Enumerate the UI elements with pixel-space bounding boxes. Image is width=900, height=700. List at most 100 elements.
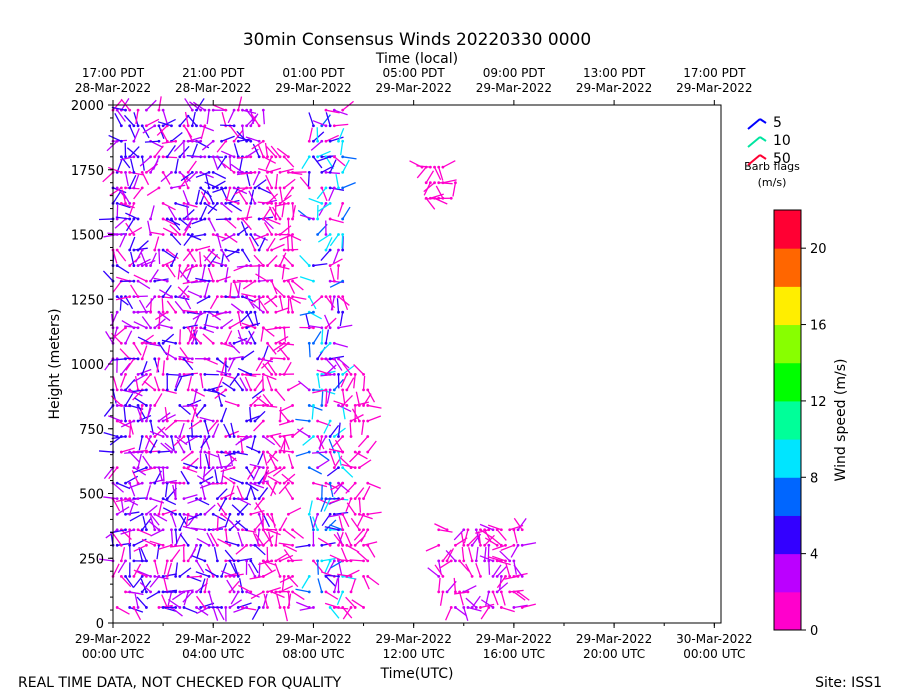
barb-dot <box>287 513 290 516</box>
barb-dot <box>233 140 236 143</box>
wind-barb <box>162 202 176 210</box>
wind-barb <box>249 559 258 572</box>
barb-dot <box>358 420 361 423</box>
barb-dot <box>116 202 119 205</box>
barb-dot <box>366 451 369 454</box>
barb-dot <box>187 420 190 423</box>
wind-barb <box>130 513 144 521</box>
barb-dot <box>337 233 340 236</box>
wind-barb <box>275 563 281 578</box>
barb-dot <box>229 186 232 189</box>
barb-staff <box>124 115 133 125</box>
barb-dot <box>224 559 227 562</box>
barb-staff <box>113 534 121 545</box>
barb-staff <box>251 592 263 599</box>
barb-staff <box>208 268 213 281</box>
barb-staff <box>309 343 310 357</box>
barb-dot <box>333 124 336 127</box>
barb-staff <box>238 217 252 219</box>
barb-dot <box>287 311 290 314</box>
barb-dot <box>312 482 315 485</box>
barb-staff <box>279 483 288 494</box>
barb-dot <box>245 326 248 329</box>
barb-dot <box>199 186 202 189</box>
barb-dot <box>337 295 340 298</box>
barb-dot <box>149 482 152 485</box>
barb-staff <box>336 174 338 188</box>
barb-dot <box>274 528 277 531</box>
barb-dot <box>224 466 227 469</box>
barb-staff <box>362 421 364 435</box>
barb-dot <box>308 171 311 174</box>
barb-dot <box>191 451 194 454</box>
barb-staff <box>346 597 356 607</box>
barb-dot <box>287 591 290 594</box>
y-tick-label: 0 <box>96 617 104 632</box>
barb-dot <box>199 451 202 454</box>
barb-staff <box>268 343 277 354</box>
barb-staff <box>108 416 121 421</box>
barb-staff <box>205 505 215 514</box>
barb-dot <box>266 218 269 221</box>
barb-staff <box>117 266 129 274</box>
barb-dot <box>341 186 344 189</box>
barb-staff <box>242 351 254 359</box>
barb-dot <box>166 389 169 392</box>
barb-staff <box>146 505 157 514</box>
barb-dot <box>308 389 311 392</box>
barb-dot <box>149 280 152 283</box>
barb-dot <box>274 202 277 205</box>
wind-barb <box>229 283 232 298</box>
wind-barb <box>124 186 139 189</box>
barb-dot <box>316 466 319 469</box>
barb-staff <box>217 359 228 368</box>
barb-dot <box>162 218 165 221</box>
barb-dot <box>195 342 198 345</box>
barb-dot <box>195 559 198 562</box>
wind-barb <box>295 544 310 547</box>
barb-dot <box>325 124 328 127</box>
wind-barb <box>296 451 311 456</box>
barb-dot <box>224 606 227 609</box>
wind-barb <box>116 249 126 261</box>
wind-barb <box>128 544 131 559</box>
barb-dot <box>153 513 156 516</box>
wind-barb <box>229 202 242 211</box>
barb-dot <box>158 311 161 314</box>
barb-staff <box>355 488 364 499</box>
barb-staff <box>259 217 273 219</box>
wind-barb <box>250 464 265 469</box>
barb-dot <box>137 326 140 329</box>
wind-barb <box>337 423 340 438</box>
barb-staff <box>272 592 285 598</box>
barb-dot <box>203 264 206 267</box>
axes-layer: 02505007501000125015001750200029-Mar-202… <box>71 66 753 661</box>
barb-dot <box>149 451 152 454</box>
barb-dot <box>212 389 215 392</box>
barb-staff <box>222 203 233 212</box>
barb-dot <box>283 466 286 469</box>
barb-dot <box>237 497 240 500</box>
barb-dot <box>199 435 202 438</box>
barb-staff <box>230 283 231 297</box>
barb-dot <box>337 357 340 360</box>
barb-staff <box>203 311 217 312</box>
barb-dot <box>141 482 144 485</box>
barb-staff <box>225 401 238 405</box>
barb-dot <box>362 497 365 500</box>
barb-dot <box>517 544 520 547</box>
wind-barb <box>158 501 163 516</box>
barb-dot <box>137 155 140 158</box>
barb-dot <box>329 140 332 143</box>
barb-dot <box>128 482 131 485</box>
barb-dot <box>325 233 328 236</box>
barb-dot <box>254 497 257 500</box>
wind-barb <box>153 559 158 574</box>
barb-staff <box>298 381 309 390</box>
top-tick-time: 09:00 PDT <box>483 66 546 80</box>
barb-dot <box>224 357 227 360</box>
barb-dot <box>316 233 319 236</box>
wind-barb <box>291 591 304 600</box>
barb-dot <box>258 357 261 360</box>
barb-dot <box>345 373 348 376</box>
